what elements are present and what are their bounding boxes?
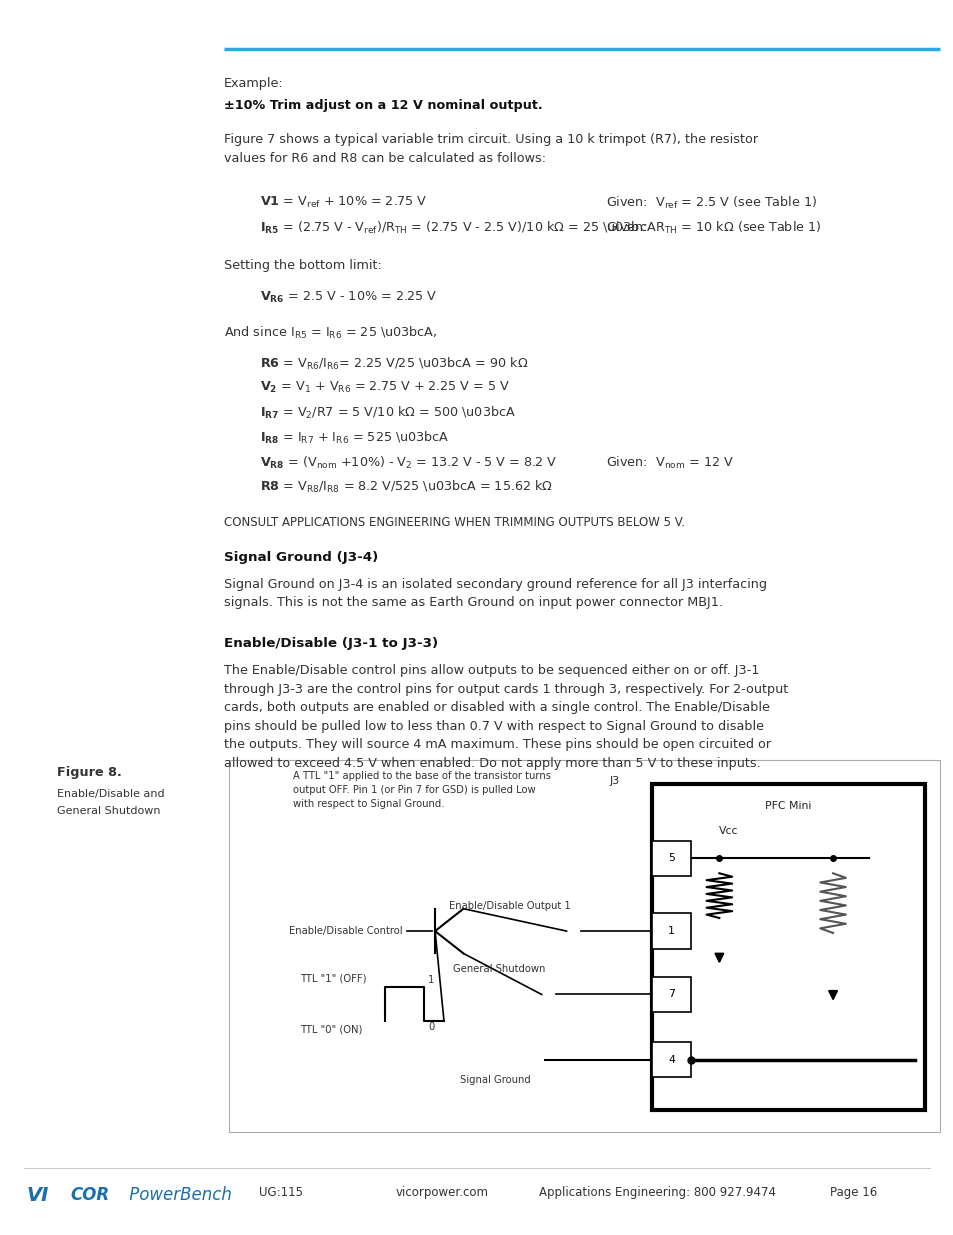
Text: A TTL "1" applied to the base of the transistor turns
output OFF. Pin 1 (or Pin : A TTL "1" applied to the base of the tra… [293,771,550,809]
Text: 1: 1 [667,926,674,936]
Text: Figure 8.: Figure 8. [57,766,122,779]
Bar [651,977,690,1013]
Bar [651,841,690,876]
Text: $\mathbf{V_2}$ = V$_1$ + V$_{\mathsf{R6}}$ = 2.75 V + 2.25 V = 5 V: $\mathbf{V_2}$ = V$_1$ + V$_{\mathsf{R6}… [260,380,510,395]
Text: PowerBench: PowerBench [124,1186,232,1204]
Text: CONSULT APPLICATIONS ENGINEERING WHEN TRIMMING OUTPUTS BELOW 5 V.: CONSULT APPLICATIONS ENGINEERING WHEN TR… [224,516,684,530]
Text: vicorpower.com: vicorpower.com [395,1186,488,1199]
Text: 0: 0 [428,1023,434,1032]
Text: General Shutdown: General Shutdown [57,806,160,816]
Text: PFC Mini: PFC Mini [764,800,811,810]
Text: $\mathbf{R8}$ = V$_{\mathsf{R8}}$/I$_{\mathsf{R8}}$ = 8.2 V/525 \u03bcA = 15.62 : $\mathbf{R8}$ = V$_{\mathsf{R8}}$/I$_{\m… [260,479,553,495]
Text: Enable/Disable (J3-1 to J3-3): Enable/Disable (J3-1 to J3-3) [224,637,437,651]
Text: TTL "1" (OFF): TTL "1" (OFF) [299,973,366,983]
Text: Applications Engineering: 800 927.9474: Applications Engineering: 800 927.9474 [538,1186,775,1199]
Text: UG:115: UG:115 [259,1186,303,1199]
Text: Figure 7 shows a typical variable trim circuit. Using a 10 k trimpot (R7), the r: Figure 7 shows a typical variable trim c… [224,133,758,165]
Text: $\mathbf{V1}$ = V$_{\mathsf{ref}}$ + 10% = 2.75 V: $\mathbf{V1}$ = V$_{\mathsf{ref}}$ + 10%… [260,195,427,210]
Text: $\mathbf{I}_{\mathbf{R8}}$ = I$_{\mathsf{R7}}$ + I$_{\mathsf{R6}}$ = 525 \u03bcA: $\mathbf{I}_{\mathbf{R8}}$ = I$_{\mathsf… [260,430,450,446]
Text: General Shutdown: General Shutdown [453,965,545,974]
Text: Page 16: Page 16 [829,1186,877,1199]
Bar [651,914,690,948]
Text: $\mathbf{I}_{\mathbf{R5}}$ = (2.75 V - V$_{\mathsf{ref}}$)/R$_{\mathsf{TH}}$ = (: $\mathbf{I}_{\mathbf{R5}}$ = (2.75 V - V… [260,220,657,236]
Text: $\mathbf{V}_{\mathbf{R8}}$ = (V$_{\mathsf{nom}}$ +10%) - V$_2$ = 13.2 V - 5 V = : $\mathbf{V}_{\mathbf{R8}}$ = (V$_{\maths… [260,454,558,471]
Text: Enable/Disable Control: Enable/Disable Control [289,926,402,936]
Text: Example:: Example: [224,77,284,90]
Text: Given:  V$_{\mathsf{ref}}$ = 2.5 V (see Table 1): Given: V$_{\mathsf{ref}}$ = 2.5 V (see T… [605,195,816,211]
Text: $\mathbf{R6}$ = V$_{\mathsf{R6}}$/I$_{\mathsf{R6}}$= 2.25 V/25 \u03bcA = 90 k$\O: $\mathbf{R6}$ = V$_{\mathsf{R6}}$/I$_{\m… [260,356,528,372]
Text: Signal Ground (J3-4): Signal Ground (J3-4) [224,551,378,564]
Text: Vcc: Vcc [719,826,738,836]
Text: $\mathbf{I}_{\mathbf{R7}}$ = V$_2$/R7 = 5 V/10 k$\Omega$ = 500 \u03bcA: $\mathbf{I}_{\mathbf{R7}}$ = V$_2$/R7 = … [260,405,516,421]
Text: Setting the bottom limit:: Setting the bottom limit: [224,259,381,273]
Bar [651,784,924,1110]
Text: The Enable/Disable control pins allow outputs to be sequenced either on or off. : The Enable/Disable control pins allow ou… [224,664,787,769]
Text: Signal Ground: Signal Ground [459,1074,530,1084]
Text: Signal Ground on J3-4 is an isolated secondary ground reference for all J3 inter: Signal Ground on J3-4 is an isolated sec… [224,578,766,610]
Text: Given:  V$_{\mathsf{nom}}$ = 12 V: Given: V$_{\mathsf{nom}}$ = 12 V [605,454,733,471]
Text: J3: J3 [609,777,619,787]
Bar [651,1042,690,1077]
Text: COR: COR [71,1186,110,1204]
Text: ±10% Trim adjust on a 12 V nominal output.: ±10% Trim adjust on a 12 V nominal outpu… [224,99,542,112]
Text: And since I$_{\mathsf{R5}}$ = I$_{\mathsf{R6}}$ = 25 \u03bcA,: And since I$_{\mathsf{R5}}$ = I$_{\maths… [224,325,437,341]
Text: VI: VI [27,1186,49,1204]
Text: TTL "0" (ON): TTL "0" (ON) [299,1024,362,1035]
Bar [229,760,939,1132]
Text: 5: 5 [667,853,674,863]
Text: Enable/Disable Output 1: Enable/Disable Output 1 [448,900,570,910]
Text: 7: 7 [667,989,674,999]
Text: $\mathbf{V}_{\mathbf{R6}}$ = 2.5 V - 10% = 2.25 V: $\mathbf{V}_{\mathbf{R6}}$ = 2.5 V - 10%… [260,290,437,305]
Text: 1: 1 [428,976,434,986]
Text: Enable/Disable and: Enable/Disable and [57,789,165,799]
Text: 4: 4 [667,1055,674,1065]
Text: Given:  R$_{\mathsf{TH}}$ = 10 k$\Omega$ (see Table 1): Given: R$_{\mathsf{TH}}$ = 10 k$\Omega$ … [605,220,821,236]
